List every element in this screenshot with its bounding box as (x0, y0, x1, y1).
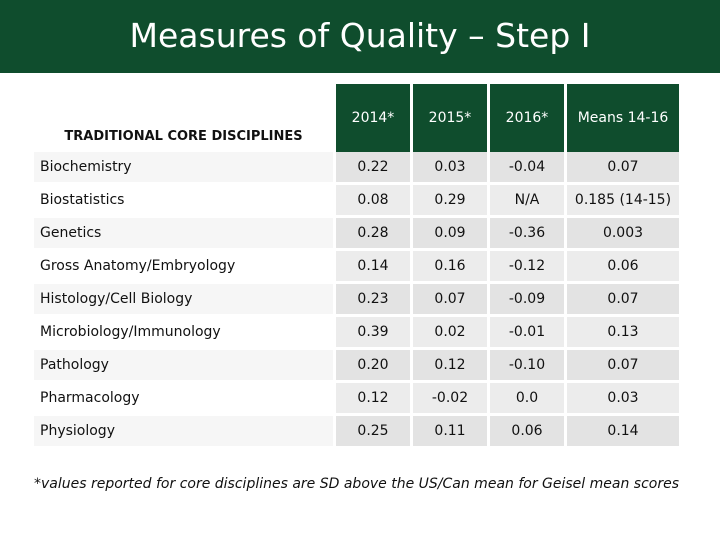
value-cell: -0.12 (487, 251, 564, 284)
value-cell: 0.11 (410, 416, 487, 449)
discipline-label: Genetics (34, 218, 333, 251)
value-cell: 0.14 (564, 416, 679, 449)
value-cell: 0.03 (564, 383, 679, 416)
column-header: 2016* (487, 84, 564, 152)
slide-title: Measures of Quality – Step I (129, 16, 591, 55)
discipline-label: Biostatistics (34, 185, 333, 218)
value-cell: 0.003 (564, 218, 679, 251)
value-cell: 0.09 (410, 218, 487, 251)
value-cell: -0.10 (487, 350, 564, 383)
discipline-label: Physiology (34, 416, 333, 449)
discipline-label: Histology/Cell Biology (34, 284, 333, 317)
corner-label: TRADITIONAL CORE DISCIPLINES (64, 129, 303, 144)
table-row: Physiology 0.25 0.11 0.06 0.14 (34, 416, 679, 449)
footnote: *values reported for core disciplines ar… (34, 476, 680, 492)
table-row: Gross Anatomy/Embryology 0.14 0.16 -0.12 0.0… (34, 251, 679, 284)
value-cell: 0.06 (487, 416, 564, 449)
value-cell: -0.04 (487, 152, 564, 185)
table-row: Pharmacology 0.12 -0.02 0.0 0.03 (34, 383, 679, 416)
column-header: 2014* (333, 84, 410, 152)
value-cell: 0.07 (410, 284, 487, 317)
value-cell: 0.06 (564, 251, 679, 284)
discipline-label: Microbiology/Immunology (34, 317, 333, 350)
table-row: Pathology 0.20 0.12 -0.10 0.07 (34, 350, 679, 383)
value-cell: -0.01 (487, 317, 564, 350)
value-cell: 0.12 (333, 383, 410, 416)
value-cell: 0.13 (564, 317, 679, 350)
discipline-label: Pathology (34, 350, 333, 383)
value-cell: 0.12 (410, 350, 487, 383)
value-cell: 0.23 (333, 284, 410, 317)
title-bar: Measures of Quality – Step I (0, 0, 720, 73)
value-cell: 0.0 (487, 383, 564, 416)
value-cell: 0.22 (333, 152, 410, 185)
column-header: Means 14-16 (564, 84, 679, 152)
table-row: Histology/Cell Biology 0.23 0.07 -0.09 0.07 (34, 284, 679, 317)
table-row: Biostatistics 0.08 0.29 N/A 0.185 (14-15) (34, 185, 679, 218)
value-cell: 0.02 (410, 317, 487, 350)
discipline-label: Gross Anatomy/Embryology (34, 251, 333, 284)
value-cell: 0.29 (410, 185, 487, 218)
table-row: Biochemistry 0.22 0.03 -0.04 0.07 (34, 152, 679, 185)
value-cell: 0.07 (564, 152, 679, 185)
value-cell: 0.39 (333, 317, 410, 350)
value-cell: 0.28 (333, 218, 410, 251)
value-cell: N/A (487, 185, 564, 218)
value-cell: 0.16 (410, 251, 487, 284)
quality-table: TRADITIONAL CORE DISCIPLINES 2014* 2015*… (34, 84, 679, 449)
value-cell: 0.07 (564, 350, 679, 383)
value-cell: 0.25 (333, 416, 410, 449)
table-row: Genetics 0.28 0.09 -0.36 0.003 (34, 218, 679, 251)
discipline-label: Pharmacology (34, 383, 333, 416)
table-row: Microbiology/Immunology 0.39 0.02 -0.01 0.13 (34, 317, 679, 350)
value-cell: -0.02 (410, 383, 487, 416)
discipline-label: Biochemistry (34, 152, 333, 185)
value-cell: 0.185 (14-15) (564, 185, 679, 218)
column-header: 2015* (410, 84, 487, 152)
value-cell: 0.07 (564, 284, 679, 317)
value-cell: -0.09 (487, 284, 564, 317)
value-cell: 0.08 (333, 185, 410, 218)
value-cell: 0.20 (333, 350, 410, 383)
value-cell: 0.03 (410, 152, 487, 185)
value-cell: 0.14 (333, 251, 410, 284)
table-header-row: TRADITIONAL CORE DISCIPLINES 2014* 2015*… (34, 84, 679, 152)
value-cell: -0.36 (487, 218, 564, 251)
